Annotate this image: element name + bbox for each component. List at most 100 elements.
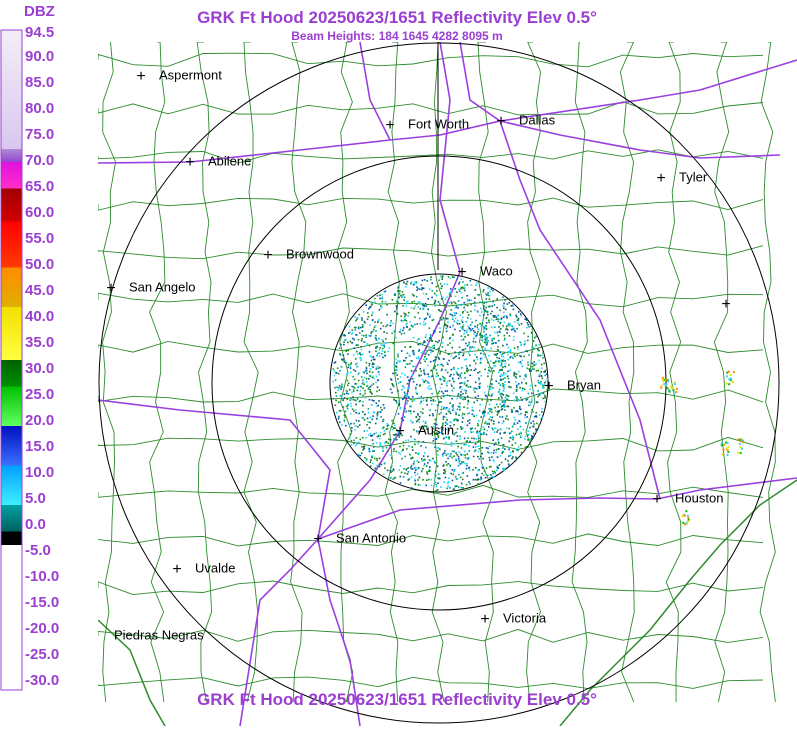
- radar-echo: [365, 336, 367, 338]
- radar-echo: [467, 325, 470, 327]
- radar-echo: [473, 333, 475, 335]
- radar-echo: [507, 395, 509, 397]
- radar-echo: [334, 379, 337, 381]
- radar-echo: [464, 462, 466, 465]
- radar-echo: [368, 449, 370, 451]
- radar-echo: [454, 432, 457, 434]
- radar-echo: [354, 383, 357, 385]
- radar-echo: [461, 312, 464, 314]
- radar-echo: [427, 376, 430, 378]
- radar-echo: [484, 368, 486, 371]
- radar-echo: [515, 433, 518, 436]
- radar-echo: [338, 415, 340, 418]
- radar-echo: [425, 346, 428, 349]
- radar-echo: [397, 412, 400, 415]
- radar-echo: [491, 411, 493, 414]
- radar-echo: [425, 358, 428, 360]
- radar-echo: [504, 400, 506, 403]
- radar-echo: [474, 341, 477, 343]
- radar-echo: [448, 455, 451, 458]
- radar-echo: [362, 325, 364, 327]
- radar-echo: [518, 311, 520, 313]
- radar-echo: [394, 427, 397, 430]
- radar-echo: [485, 310, 488, 313]
- radar-echo: [507, 370, 509, 373]
- radar-echo: [460, 382, 463, 384]
- radar-echo: [450, 288, 452, 290]
- radar-echo: [503, 334, 506, 337]
- radar-echo: [474, 335, 477, 338]
- radar-echo: [406, 382, 409, 385]
- radar-echo: [372, 415, 374, 417]
- radar-echo: [459, 409, 461, 411]
- range-ring: [329, 273, 549, 493]
- radar-echo: [532, 347, 535, 349]
- radar-echo: [520, 412, 522, 415]
- radar-echo: [414, 479, 416, 482]
- radar-echo: [368, 364, 370, 367]
- radar-echo: [417, 414, 419, 416]
- radar-echo: [332, 380, 335, 383]
- radar-echo: [484, 422, 486, 425]
- radar-echo: [451, 346, 454, 349]
- radar-echo: [378, 465, 381, 468]
- radar-echo: [343, 334, 345, 336]
- radar-echo: [498, 448, 500, 450]
- radar-echo: [662, 380, 665, 383]
- radar-echo: [460, 319, 463, 321]
- radar-echo: [737, 438, 740, 441]
- radar-echo: [517, 361, 520, 364]
- radar-echo: [526, 350, 529, 353]
- radar-echo: [412, 351, 415, 354]
- radar-echo: [382, 433, 385, 436]
- radar-echo: [491, 416, 494, 419]
- radar-echo: [462, 325, 464, 328]
- radar-echo: [353, 422, 355, 425]
- radar-echo: [490, 318, 493, 321]
- radar-echo: [432, 440, 435, 442]
- radar-echo: [526, 398, 529, 400]
- radar-echo: [339, 370, 341, 372]
- radar-echo: [430, 369, 432, 372]
- radar-echo: [440, 397, 442, 399]
- radar-echo: [368, 450, 371, 453]
- radar-echo: [532, 432, 535, 435]
- radar-echo: [477, 294, 479, 296]
- radar-echo: [442, 365, 444, 367]
- radar-echo: [531, 362, 533, 365]
- radar-echo: [494, 361, 497, 363]
- radar-echo: [375, 347, 377, 349]
- radar-echo: [480, 476, 482, 479]
- radar-echo: [433, 302, 436, 305]
- radar-echo: [505, 415, 508, 417]
- radar-echo: [497, 314, 499, 317]
- radar-echo: [459, 394, 462, 396]
- radar-echo: [349, 437, 351, 440]
- radar-echo: [484, 394, 487, 397]
- radar-echo: [363, 430, 366, 432]
- radar-echo: [445, 382, 448, 384]
- radar-echo: [353, 410, 355, 412]
- radar-echo: [371, 418, 374, 421]
- radar-echo: [365, 458, 368, 461]
- radar-echo: [395, 365, 397, 367]
- radar-echo: [427, 298, 429, 300]
- radar-echo: [466, 475, 469, 477]
- radar-echo: [449, 336, 452, 339]
- radar-echo: [526, 326, 528, 329]
- radar-echo: [342, 398, 345, 400]
- radar-echo: [461, 472, 463, 475]
- radar-echo: [463, 301, 466, 304]
- radar-echo: [437, 473, 440, 475]
- radar-echo: [336, 386, 338, 388]
- radar-echo: [341, 394, 343, 397]
- radar-echo: [370, 434, 372, 437]
- radar-echo: [379, 347, 381, 349]
- radar-echo: [460, 397, 463, 400]
- radar-echo: [501, 355, 503, 357]
- radar-echo: [405, 319, 408, 322]
- radar-echo: [466, 298, 469, 301]
- radar-echo: [457, 393, 460, 395]
- radar-echo: [400, 471, 403, 474]
- radar-echo: [520, 362, 523, 365]
